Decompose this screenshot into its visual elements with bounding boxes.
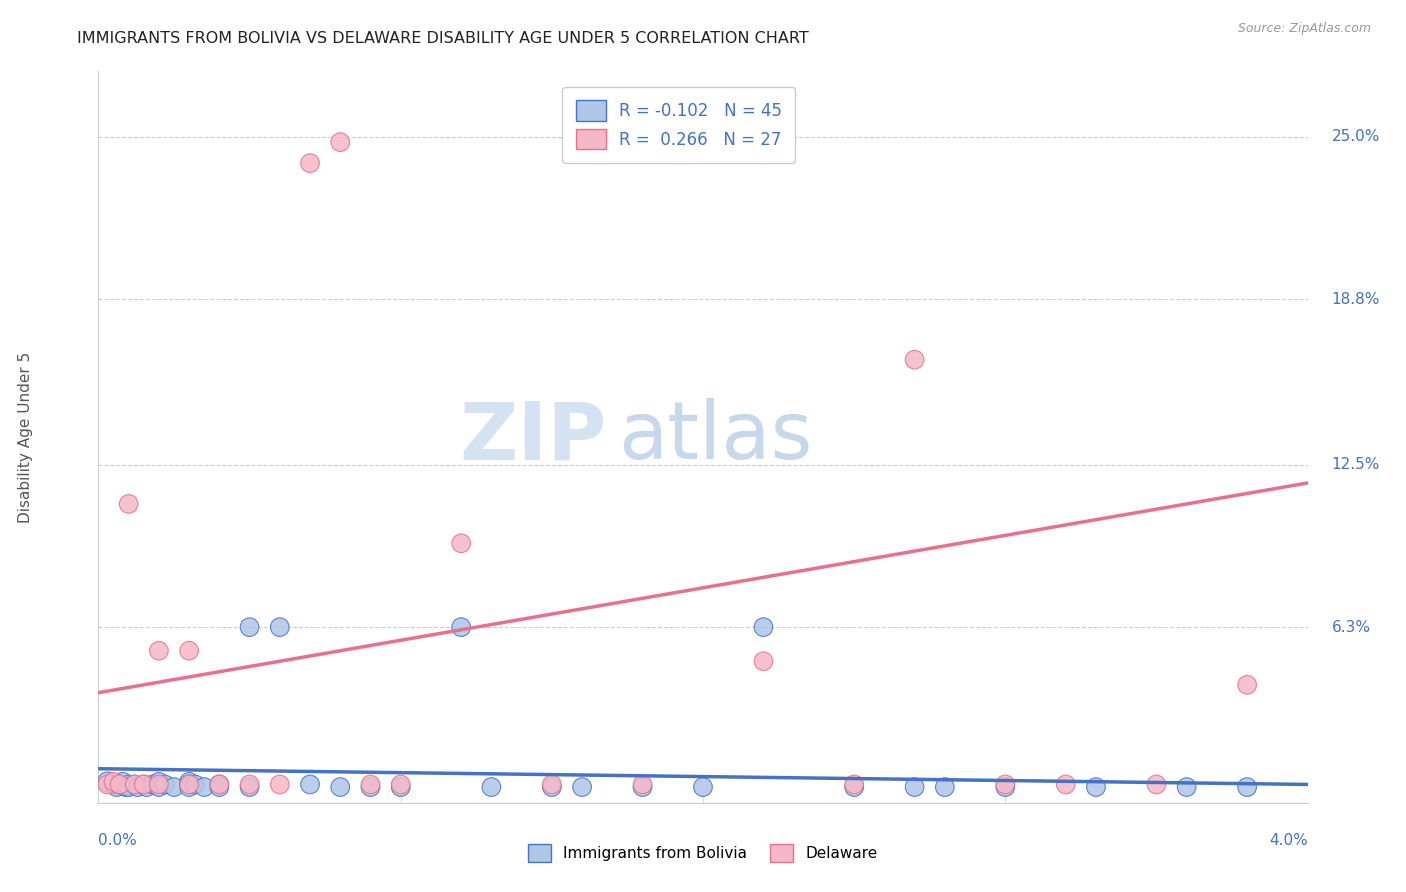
Text: Source: ZipAtlas.com: Source: ZipAtlas.com bbox=[1237, 22, 1371, 36]
Point bbox=[692, 780, 714, 794]
Point bbox=[1236, 678, 1258, 692]
Point bbox=[163, 780, 186, 794]
Point bbox=[184, 777, 207, 791]
Point bbox=[934, 780, 956, 794]
Point bbox=[540, 780, 562, 794]
Point bbox=[389, 780, 412, 794]
Text: 12.5%: 12.5% bbox=[1331, 457, 1381, 472]
Point bbox=[114, 780, 136, 794]
Point bbox=[571, 780, 593, 794]
Point bbox=[179, 644, 201, 658]
Point bbox=[481, 780, 503, 794]
Point bbox=[103, 777, 125, 791]
Point bbox=[142, 777, 165, 791]
Point bbox=[631, 780, 654, 794]
Point bbox=[148, 780, 170, 794]
Point bbox=[994, 780, 1017, 794]
Point bbox=[269, 777, 291, 791]
Point bbox=[239, 620, 262, 634]
Point bbox=[179, 777, 201, 791]
Point bbox=[450, 536, 472, 550]
Point bbox=[360, 777, 382, 791]
Point bbox=[299, 156, 322, 170]
Point bbox=[208, 780, 231, 794]
Point bbox=[179, 774, 201, 789]
Text: IMMIGRANTS FROM BOLIVIA VS DELAWARE DISABILITY AGE UNDER 5 CORRELATION CHART: IMMIGRANTS FROM BOLIVIA VS DELAWARE DISA… bbox=[77, 31, 808, 46]
Text: 6.3%: 6.3% bbox=[1331, 620, 1371, 634]
Text: 25.0%: 25.0% bbox=[1331, 129, 1381, 145]
Point bbox=[132, 777, 155, 791]
Point bbox=[208, 777, 231, 791]
Text: atlas: atlas bbox=[619, 398, 813, 476]
Point bbox=[148, 774, 170, 789]
Text: 4.0%: 4.0% bbox=[1268, 833, 1308, 848]
Point bbox=[103, 774, 125, 789]
Point bbox=[193, 780, 215, 794]
Point bbox=[1085, 780, 1108, 794]
Point bbox=[111, 774, 134, 789]
Point bbox=[96, 777, 118, 791]
Point bbox=[752, 654, 775, 668]
Point bbox=[96, 774, 118, 789]
Point bbox=[148, 644, 170, 658]
Point bbox=[631, 777, 654, 791]
Point bbox=[153, 777, 176, 791]
Point bbox=[329, 135, 352, 149]
Point bbox=[360, 780, 382, 794]
Text: Disability Age Under 5: Disability Age Under 5 bbox=[18, 351, 34, 523]
Point bbox=[118, 780, 141, 794]
Legend: Immigrants from Bolivia, Delaware: Immigrants from Bolivia, Delaware bbox=[522, 838, 884, 868]
Point bbox=[108, 777, 131, 791]
Point bbox=[844, 780, 866, 794]
Point bbox=[904, 780, 927, 794]
Point bbox=[904, 352, 927, 367]
Point bbox=[179, 780, 201, 794]
Point bbox=[1054, 777, 1077, 791]
Text: 0.0%: 0.0% bbox=[98, 833, 138, 848]
Point bbox=[994, 777, 1017, 791]
Point bbox=[329, 780, 352, 794]
Point bbox=[179, 777, 201, 791]
Point bbox=[124, 777, 146, 791]
Point bbox=[208, 777, 231, 791]
Point bbox=[127, 780, 149, 794]
Point bbox=[299, 777, 322, 791]
Point bbox=[105, 780, 128, 794]
Point bbox=[844, 777, 866, 791]
Point bbox=[132, 777, 155, 791]
Point bbox=[239, 780, 262, 794]
Point bbox=[239, 777, 262, 791]
Point bbox=[389, 777, 412, 791]
Point bbox=[118, 777, 141, 791]
Text: ZIP: ZIP bbox=[458, 398, 606, 476]
Point bbox=[540, 777, 562, 791]
Legend: R = -0.102   N = 45, R =  0.266   N = 27: R = -0.102 N = 45, R = 0.266 N = 27 bbox=[562, 87, 796, 162]
Point bbox=[108, 777, 131, 791]
Point bbox=[148, 777, 170, 791]
Point bbox=[124, 777, 146, 791]
Point bbox=[1236, 780, 1258, 794]
Point bbox=[1146, 777, 1168, 791]
Point bbox=[450, 620, 472, 634]
Point bbox=[1175, 780, 1198, 794]
Point bbox=[269, 620, 291, 634]
Point bbox=[752, 620, 775, 634]
Point bbox=[118, 497, 141, 511]
Point bbox=[135, 780, 157, 794]
Text: 18.8%: 18.8% bbox=[1331, 292, 1381, 307]
